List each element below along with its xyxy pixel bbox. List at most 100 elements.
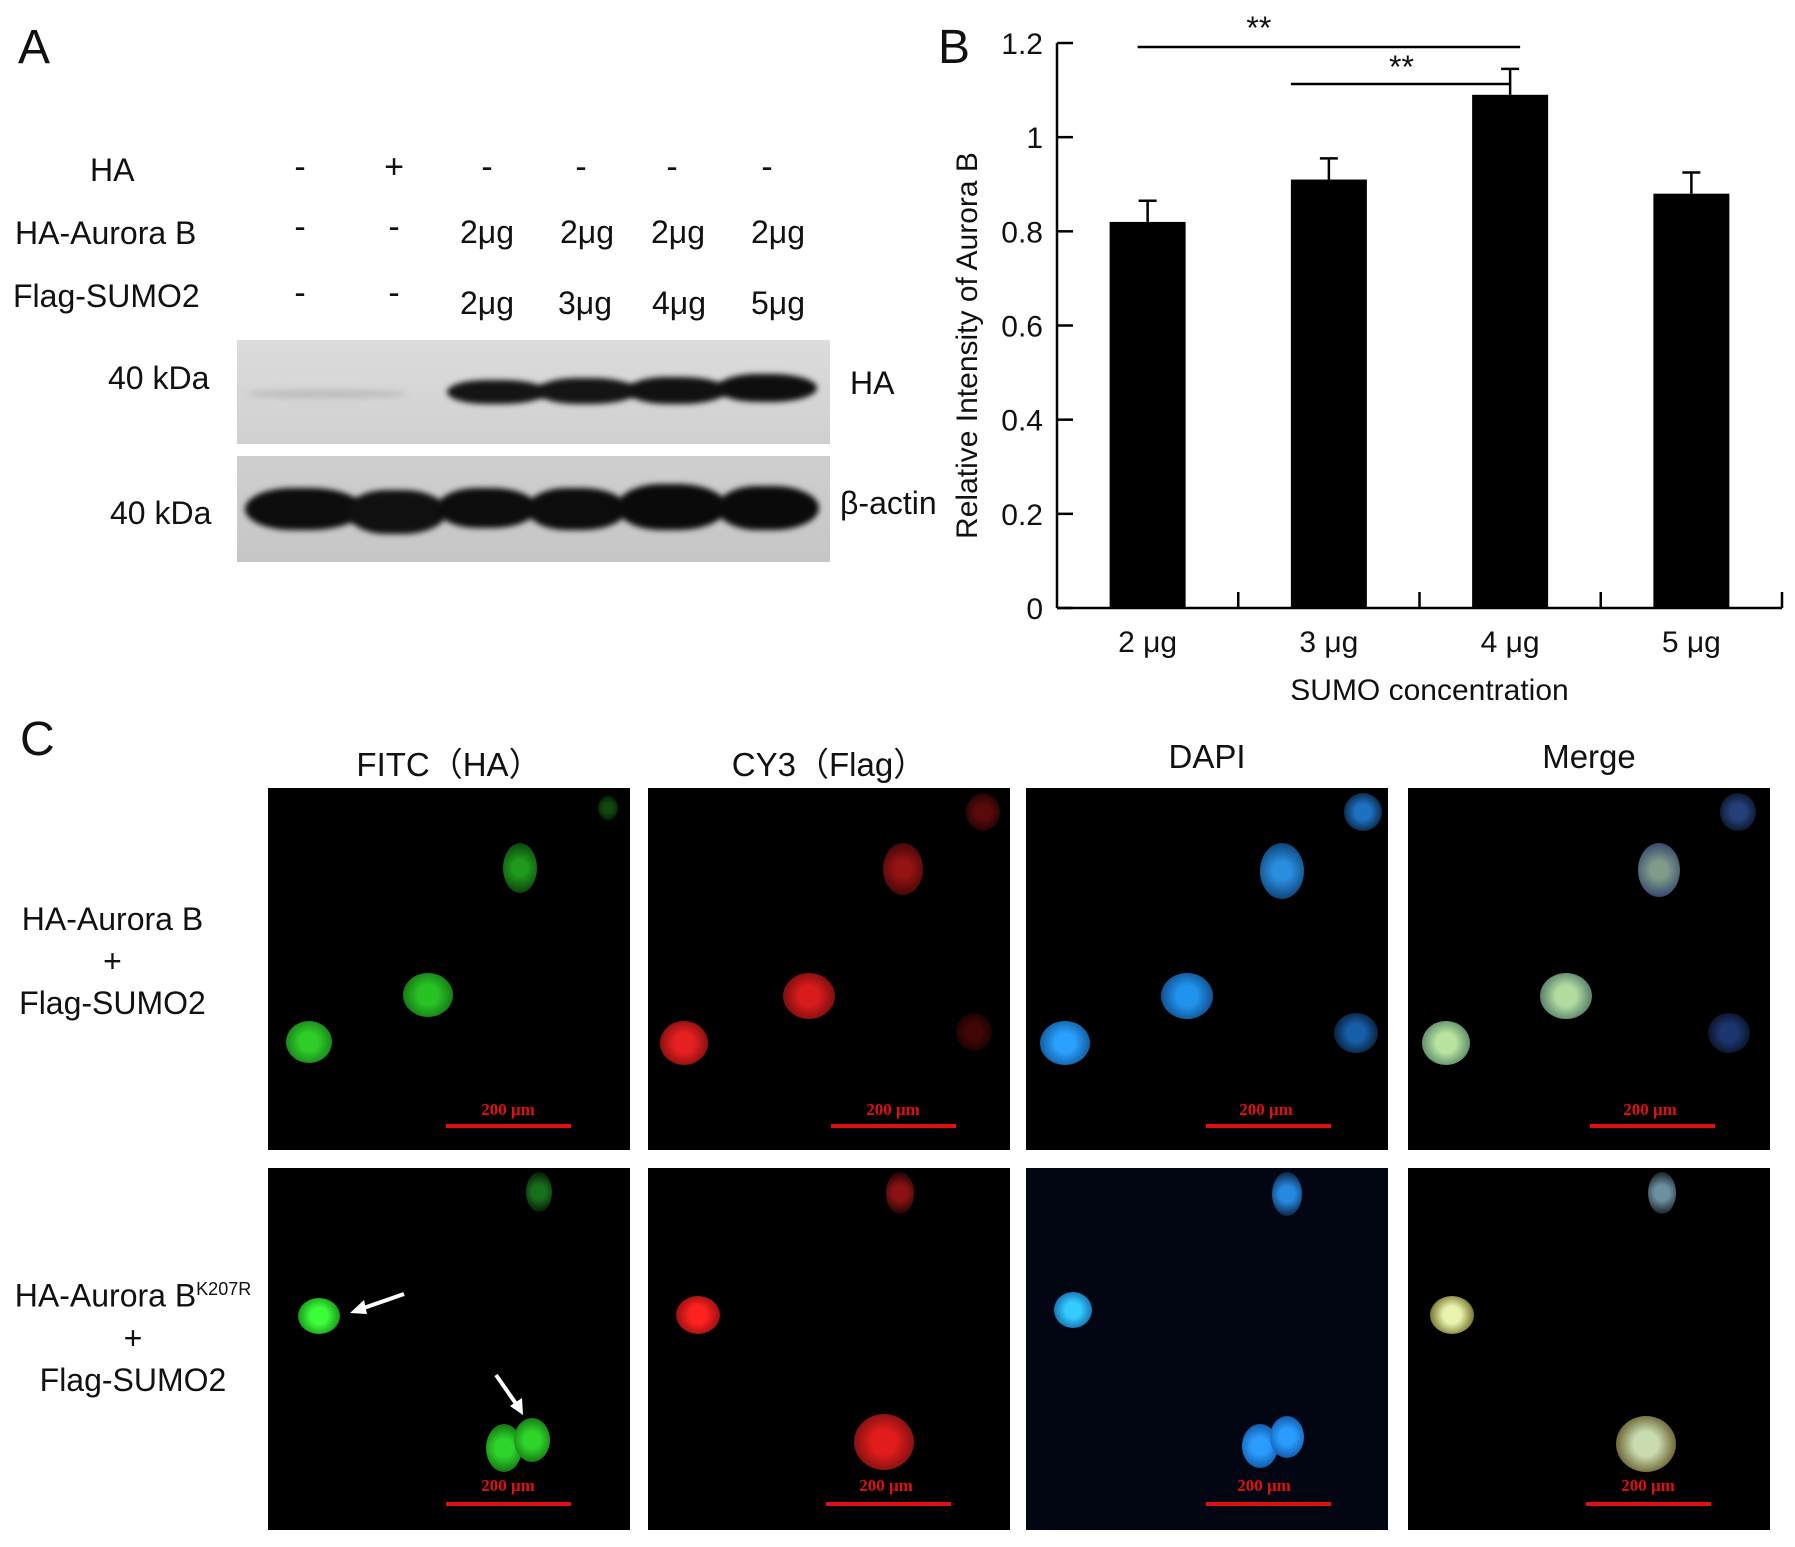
treatment-sign: - xyxy=(666,148,678,186)
nucleus xyxy=(1638,843,1680,897)
y-tick-label: 1.2 xyxy=(1001,28,1043,61)
scale-bar-label: 200 μm xyxy=(481,1100,535,1119)
column-header-dapi: DAPI xyxy=(1168,738,1246,775)
scale-bar-label: 200 μm xyxy=(1621,1476,1675,1495)
panel-a-letter: A xyxy=(18,21,51,74)
row-label-line: Flag-SUMO2 xyxy=(39,1361,227,1398)
western-blot-beta-actin xyxy=(237,456,830,562)
mutation-superscript: K207R xyxy=(196,1279,252,1299)
nucleus xyxy=(514,1418,550,1462)
column-header-cy3: CY3（Flag） xyxy=(731,746,927,783)
scale-bar xyxy=(446,1124,571,1128)
x-tick-label: 5 μg xyxy=(1662,626,1721,659)
row-label-line: + xyxy=(103,943,122,979)
column-header-fitc: FITC（HA） xyxy=(356,746,542,783)
nucleus xyxy=(403,973,453,1017)
treatment-sign: - xyxy=(294,148,306,186)
micrograph-dapi-row1: 200 μm xyxy=(1026,788,1388,1150)
blot-band xyxy=(245,488,363,530)
blot-band xyxy=(527,488,627,530)
scale-bar-label: 200 μm xyxy=(859,1476,913,1495)
bar xyxy=(1109,221,1186,608)
nucleus xyxy=(1272,1172,1302,1216)
treatment-dose: 2μg xyxy=(459,285,515,321)
row-label-k207r: HA-Aurora BK207R + Flag-SUMO2 xyxy=(8,1268,258,1401)
bar xyxy=(1653,193,1730,608)
blot-band xyxy=(627,377,727,404)
row-label-text: HA-Aurora B xyxy=(14,1277,197,1314)
nucleus xyxy=(503,843,537,893)
nucleus xyxy=(286,1021,332,1063)
significance-stars: ** xyxy=(1246,10,1271,46)
row-label-line: Flag-SUMO2 xyxy=(19,985,206,1021)
treatment-sign: - xyxy=(294,274,306,312)
treatment-sign: - xyxy=(481,148,493,186)
blot-band xyxy=(617,484,727,530)
nucleus xyxy=(676,1296,720,1334)
panel-b-letter: B xyxy=(938,21,971,74)
blot-bottom-marker: 40 kDa xyxy=(110,495,212,531)
treatment-sign: - xyxy=(294,208,306,246)
treatment-dose: 3μg xyxy=(557,285,613,321)
row-label-line: HA-Aurora BK207R xyxy=(8,1268,258,1317)
panel-c-letter: C xyxy=(20,713,55,766)
blot-band xyxy=(717,374,817,402)
treatment-sign: - xyxy=(388,208,400,246)
treatment-sign: + xyxy=(384,148,404,186)
y-tick-label: 0.2 xyxy=(1001,499,1043,532)
x-tick-label: 4 μg xyxy=(1481,626,1540,659)
nucleus xyxy=(298,1298,340,1334)
nucleus xyxy=(660,1021,708,1065)
x-tick-label: 2 μg xyxy=(1118,626,1177,659)
scale-bar xyxy=(1206,1124,1331,1128)
bar xyxy=(1290,179,1367,608)
nucleus xyxy=(1260,843,1304,899)
bar-chart: 0 0.2 0.4 0.6 0.8 1 1.2 2 μg 3 μg 4 μg 5 μg SUMO co… xyxy=(951,10,1784,700)
scale-bar-label: 200 μm xyxy=(481,1476,535,1495)
row-label-flag-sumo2: Flag-SUMO2 xyxy=(13,278,200,314)
x-axis-label: SUMO concentration xyxy=(1290,674,1568,700)
y-tick-label: 0.8 xyxy=(1001,216,1043,249)
nucleus xyxy=(886,1172,914,1214)
row-label-wild-type: HA-Aurora B + Flag-SUMO2 xyxy=(10,898,215,1024)
nucleus xyxy=(783,973,835,1019)
nucleus xyxy=(883,843,923,895)
treatment-dose: 2μg xyxy=(559,214,615,250)
bar xyxy=(1472,94,1549,608)
nucleus xyxy=(1334,1013,1378,1053)
blot-band xyxy=(447,380,547,404)
nucleus xyxy=(1648,1172,1676,1214)
row-label-ha-aurora-b: HA-Aurora B xyxy=(15,215,197,251)
y-tick-label: 0.4 xyxy=(1001,405,1043,438)
scale-bar xyxy=(826,1502,951,1506)
micrograph-merge-row1: 200 μm xyxy=(1408,788,1770,1150)
nucleus xyxy=(854,1414,914,1470)
treatment-dose: 2μg xyxy=(750,214,806,250)
y-tick-label: 1 xyxy=(1026,122,1043,155)
nucleus xyxy=(598,796,618,820)
blot-band xyxy=(347,490,447,534)
row-label-line: + xyxy=(123,1319,143,1356)
row-label-ha: HA xyxy=(90,152,135,188)
treatment-dose: 5μg xyxy=(750,285,806,321)
nucleus xyxy=(1616,1416,1676,1472)
row-label-line: HA-Aurora B xyxy=(21,901,204,937)
nucleus xyxy=(1054,1292,1092,1328)
nucleus xyxy=(1422,1021,1470,1065)
treatment-sign: - xyxy=(388,274,400,312)
micrograph-fitc-row2: 200 μm xyxy=(268,1168,630,1530)
micrograph-cy3-row2: 200 μm xyxy=(648,1168,1010,1530)
arrow-icon xyxy=(350,1292,523,1415)
blot-top-marker: 40 kDa xyxy=(108,360,210,396)
x-tick-label: 3 μg xyxy=(1299,626,1358,659)
micrograph-fitc-row1: 200 μm xyxy=(268,788,630,1150)
micrograph-cy3-row1: 200 μm xyxy=(648,788,1010,1150)
y-tick-label: 0 xyxy=(1026,593,1043,626)
treatment-sign: - xyxy=(761,148,773,186)
nucleus xyxy=(1540,973,1592,1019)
treatment-dose: 4μg xyxy=(651,285,707,321)
scale-bar xyxy=(446,1502,571,1506)
scale-bar xyxy=(1586,1502,1711,1506)
scale-bar xyxy=(1590,1124,1715,1128)
treatment-dose: 2μg xyxy=(650,214,706,250)
